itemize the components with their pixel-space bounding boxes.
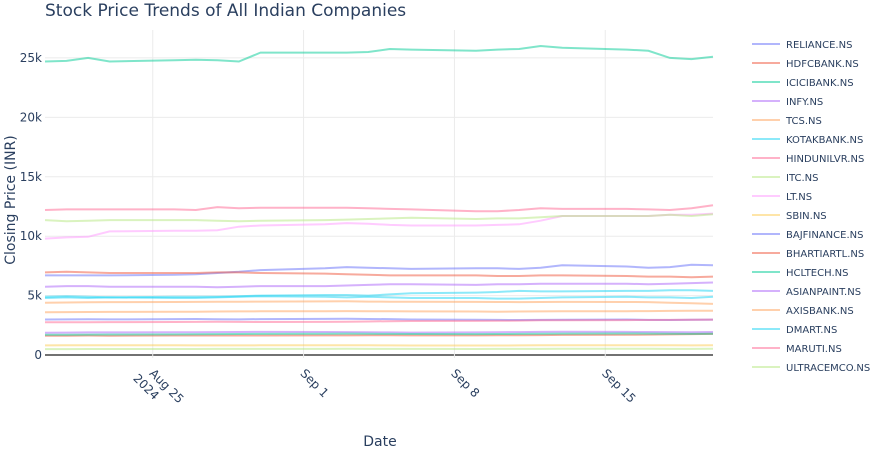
legend-label[interactable]: RELIANCE.NS <box>786 40 852 51</box>
y-tick-label: 10k <box>20 229 42 243</box>
legend-label[interactable]: BAJFINANCE.NS <box>786 230 863 241</box>
x-tick-label-line: Sep 1 <box>297 366 331 400</box>
legend-label[interactable]: BHARTIARTL.NS <box>786 249 864 260</box>
series-line <box>44 318 714 324</box>
x-tick-label-line: Sep 15 <box>599 366 638 405</box>
series-line <box>44 44 714 63</box>
series-line <box>44 270 714 279</box>
legend-label[interactable]: KOTAKBANK.NS <box>786 135 863 146</box>
legend-label[interactable]: INFY.NS <box>786 97 823 108</box>
legend-label[interactable]: HCLTECH.NS <box>786 268 848 279</box>
legend-label[interactable]: HINDUNILVR.NS <box>786 154 864 165</box>
plot-area <box>44 44 714 351</box>
grid <box>45 30 713 358</box>
series-line <box>44 309 714 314</box>
series-line <box>44 332 714 336</box>
legend-label[interactable]: ITC.NS <box>786 173 818 184</box>
series-line <box>44 289 714 299</box>
y-tick-label: 0 <box>34 348 42 362</box>
x-tick-label-line: Sep 8 <box>448 366 482 400</box>
x-axis-label: Date <box>363 434 396 450</box>
legend-label[interactable]: HDFCBANK.NS <box>786 59 859 70</box>
y-tick-label: 25k <box>20 51 42 65</box>
x-tick-label: Sep 1 <box>297 366 331 400</box>
legend-label[interactable]: ULTRACEMCO.NS <box>786 363 870 374</box>
series-line <box>44 330 714 334</box>
series-line <box>44 300 714 305</box>
legend-label[interactable]: MARUTI.NS <box>786 344 842 355</box>
series-line <box>45 263 714 277</box>
legend-label[interactable]: AXISBANK.NS <box>786 306 854 317</box>
x-tick-label: Sep 15 <box>599 366 638 405</box>
y-tick-label: 20k <box>20 110 42 124</box>
legend-label[interactable]: SBIN.NS <box>786 211 827 222</box>
y-axis-label: Closing Price (INR) <box>3 135 19 264</box>
series-line <box>44 212 714 240</box>
y-tick-label: 5k <box>27 289 42 303</box>
y-tick-label: 15k <box>20 170 42 184</box>
x-tick-label: Sep 8 <box>448 366 482 400</box>
series-line <box>44 281 714 289</box>
series-line <box>44 332 714 337</box>
legend-label[interactable]: DMART.NS <box>786 325 837 336</box>
legend: RELIANCE.NS HDFCBANK.NS ICICIBANK.NS INFY.N… <box>752 40 870 374</box>
series-line <box>44 204 714 213</box>
legend-label[interactable]: ASIANPAINT.NS <box>786 287 861 298</box>
chart-title: Stock Price Trends of All Indian Compani… <box>45 1 406 21</box>
series-line <box>44 213 714 223</box>
legend-label[interactable]: ICICIBANK.NS <box>786 78 854 89</box>
legend-label[interactable]: LT.NS <box>786 192 812 203</box>
legend-label[interactable]: TCS.NS <box>785 116 822 127</box>
